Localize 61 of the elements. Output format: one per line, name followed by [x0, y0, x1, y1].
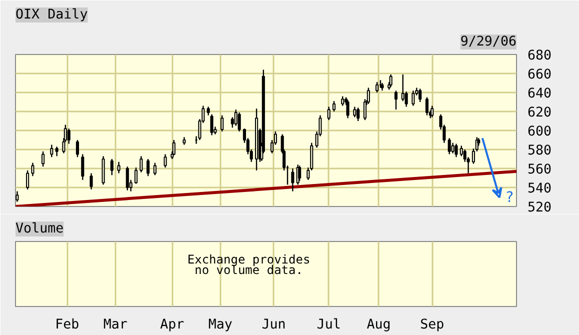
candlestick	[291, 168, 294, 192]
candlestick	[67, 128, 70, 144]
candlestick	[454, 143, 458, 158]
text: Jul	[316, 318, 341, 332]
candlestick	[327, 106, 330, 121]
candlestick	[394, 90, 398, 110]
candlestick	[90, 172, 93, 190]
candlestick	[346, 100, 350, 119]
y-tick-label: 560	[528, 162, 552, 178]
text: Jun	[262, 318, 286, 332]
candlestick	[425, 96, 429, 116]
chart-title: OIX Daily	[16, 8, 88, 22]
text: May	[208, 318, 232, 332]
candlestick	[238, 112, 241, 132]
text: Aug	[366, 318, 391, 332]
candlestick	[31, 162, 34, 177]
y-tick-label: 600	[528, 124, 552, 140]
y-tick-label: 540	[528, 182, 552, 196]
candlestick	[153, 162, 156, 176]
text: Volume	[16, 222, 64, 236]
y-tick-label: 520	[528, 200, 552, 216]
candlestick	[126, 166, 129, 191]
candlestick	[418, 88, 422, 103]
candlestick	[110, 158, 114, 176]
candlestick	[376, 81, 379, 94]
candlestick	[210, 114, 214, 136]
candlestick	[412, 90, 415, 106]
candlestick	[448, 138, 451, 155]
candlestick	[117, 161, 120, 174]
candlestick	[50, 144, 54, 158]
candlestick	[102, 156, 105, 186]
y-tick-label: 620	[528, 106, 552, 120]
y-tick-label: 640	[528, 86, 552, 102]
candlestick	[140, 156, 143, 173]
candlestick	[220, 114, 224, 132]
y-tick-label: 680	[528, 48, 552, 64]
candlestick	[353, 106, 356, 118]
candlestick	[81, 154, 84, 180]
text: Mar	[103, 318, 128, 332]
candlestick	[55, 146, 58, 157]
text: Feb	[55, 318, 80, 332]
candlestick	[298, 165, 302, 182]
text: Sep	[420, 318, 444, 332]
candlestick	[451, 142, 454, 154]
candlestick	[332, 100, 336, 112]
candlestick	[172, 139, 176, 156]
candlestick	[42, 150, 45, 168]
candlestick	[341, 96, 344, 106]
candlestick	[134, 166, 138, 184]
candlestick	[26, 170, 30, 190]
candlestick	[356, 107, 360, 122]
y-tick-label: 580	[528, 144, 552, 158]
candlestick	[389, 74, 392, 88]
annotation: ?	[505, 188, 514, 206]
candlestick	[401, 74, 404, 102]
y-tick-label: 660	[528, 68, 552, 82]
chart-subtitle: 9/29/06	[460, 34, 516, 50]
candlestick	[146, 158, 150, 177]
text: Apr	[160, 318, 184, 332]
candlestick	[164, 154, 167, 168]
candlestick	[76, 139, 80, 158]
